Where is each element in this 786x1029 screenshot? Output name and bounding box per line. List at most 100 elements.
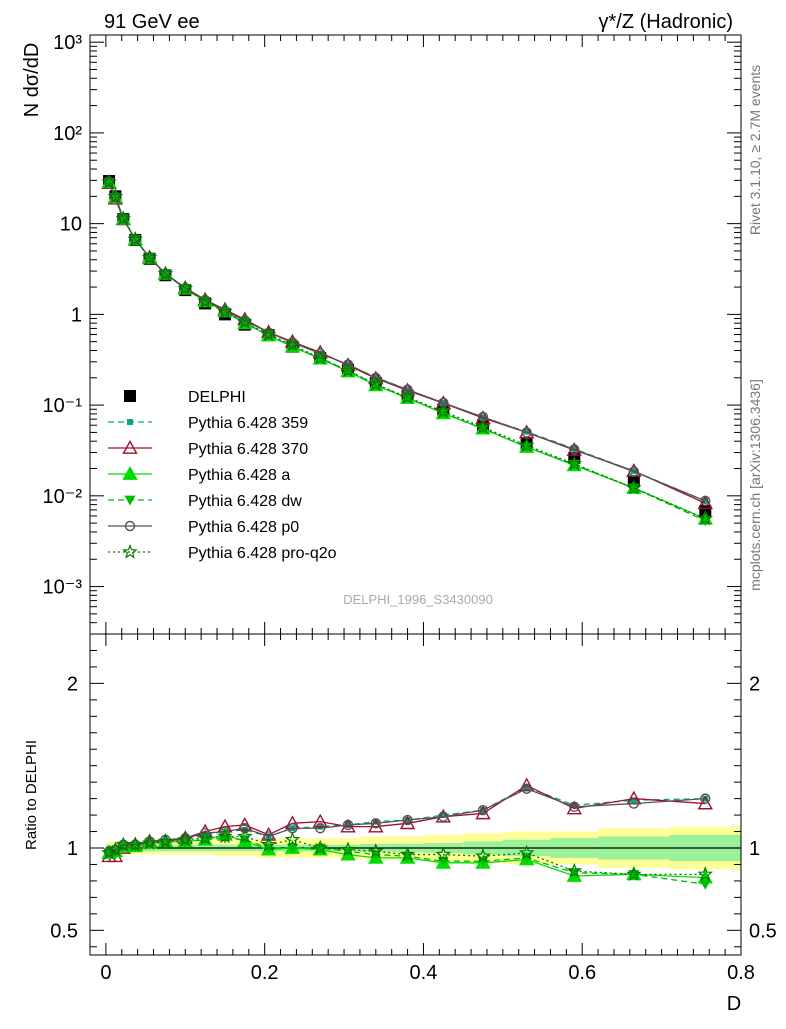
- ratio-point-pp0: [342, 819, 354, 831]
- main-y-axis-label: N dσ/dD: [21, 43, 43, 118]
- ratio-point-pq2o: [115, 836, 132, 852]
- ratio-point-pdw: [699, 879, 711, 890]
- ratio-point-pq2o: [127, 836, 143, 852]
- analysis-watermark: DELPHI_1996_S3430090: [343, 592, 493, 607]
- ratio-point-pp0: [438, 811, 449, 822]
- data-point-pp0: [569, 444, 580, 455]
- ratio-point-pp0: [219, 826, 231, 837]
- data-point-pq2o: [127, 231, 143, 247]
- data-point-pdw: [568, 460, 580, 470]
- data-point-pq2o: [217, 303, 233, 319]
- ratio-point-pp0: [263, 831, 274, 842]
- legend-marker-p359: [127, 419, 133, 425]
- x-tick-label: 0.2: [251, 962, 279, 984]
- ratio-point-pq2o: [260, 836, 277, 852]
- ratio-point-pq2o: [368, 843, 384, 858]
- series-line-pq2o: [108, 181, 706, 520]
- main-y-tick-label: 10³: [53, 32, 82, 54]
- ratio-y-axis-label: Ratio to DELPHI: [23, 740, 40, 850]
- ratio-point-pq2o: [475, 848, 491, 863]
- legend-marker-p370: [122, 440, 138, 454]
- ratio-point-p359: [372, 818, 379, 825]
- ratio-point-pq2o: [518, 844, 535, 860]
- x-tick-label: 0.8: [727, 962, 755, 984]
- ratio-point-pp0: [569, 801, 580, 813]
- legend-label-p370: Pythia 6.428 370: [188, 441, 308, 458]
- data-point-pq2o: [475, 419, 491, 434]
- data-point-pp0: [438, 397, 449, 409]
- ratio-y-tick-label-right: 1: [749, 838, 760, 860]
- main-y-tick-label: 10⁻³: [43, 577, 83, 599]
- data-point-pq2o: [340, 362, 356, 378]
- ratio-point-pq2o: [625, 866, 642, 881]
- data-point-pq2o: [697, 510, 714, 526]
- data-point-pp0: [402, 384, 413, 395]
- ratio-point-pp0: [239, 823, 251, 834]
- ratio-plot-frame: [89, 633, 742, 956]
- data-point-pq2o: [518, 437, 535, 452]
- data-point-pq2o: [197, 293, 213, 309]
- mcplots-label: mcplots.cern.ch [arXiv:1306.3436]: [747, 379, 763, 591]
- legend-label-pa: Pythia 6.428 a: [188, 467, 290, 484]
- ratio-y-tick-label-right: 2: [749, 673, 760, 695]
- x-tick-label: 0: [100, 962, 111, 984]
- ratio-point-pq2o: [435, 846, 452, 862]
- data-point-pp0: [521, 427, 532, 438]
- ratio-point-pdw: [286, 843, 298, 854]
- ratio-point-pq2o: [566, 862, 583, 878]
- ratio-point-pq2o: [197, 829, 213, 845]
- ratio-point-pp0: [477, 804, 489, 816]
- data-point-pdw: [239, 318, 251, 329]
- legend-marker-pa: [122, 466, 138, 480]
- ratio-y-tick-label: 2: [67, 673, 78, 695]
- data-point-pp0: [700, 495, 711, 507]
- ratio-point-p370: [260, 826, 277, 841]
- data-point-pq2o: [260, 326, 277, 342]
- legend-label-delphi: DELPHI: [188, 389, 246, 406]
- axes-layer: 0 0.2 0.4 0.6 0.8 10⁻³ 10⁻² 10⁻¹ 1 10 10² 10³ 0.5 0.5…: [43, 32, 777, 984]
- data-point-pdw: [402, 393, 414, 404]
- data-point-pq2o: [237, 314, 253, 329]
- ratio-point-p359: [630, 797, 637, 804]
- data-point-pp0: [342, 359, 354, 370]
- rivet-version-label: Rivet 3.1.10, ≥ 2.7M events: [747, 65, 763, 235]
- data-point-p370: [566, 442, 582, 456]
- data-point-pq2o: [312, 349, 328, 365]
- ratio-point-pq2o: [141, 834, 158, 850]
- data-point-pq2o: [626, 479, 642, 495]
- main-y-tick-label: 1: [71, 304, 82, 326]
- data-point-pdw: [437, 408, 449, 419]
- data-point-pp0: [370, 372, 382, 383]
- x-axis-label: D: [727, 993, 741, 1015]
- ratio-point-p359: [440, 812, 447, 819]
- legend-marker-delphi: [124, 390, 136, 402]
- ratio-point-pq2o: [157, 833, 174, 849]
- data-point-pq2o: [107, 188, 124, 204]
- data-point-pq2o: [566, 455, 583, 471]
- ratio-line-pp0: [108, 788, 706, 852]
- legend-marker-pdw: [124, 495, 136, 506]
- ratio-point-pp0: [521, 783, 532, 794]
- ratio-point-p370: [697, 795, 713, 810]
- data-point-pq2o: [435, 403, 452, 419]
- legend-marker-pp0: [124, 520, 136, 532]
- ratio-y-tick-label: 0.5: [50, 920, 78, 942]
- ratio-line-pq2o: [108, 835, 706, 875]
- main-y-tick-label: 10: [60, 214, 82, 236]
- ratio-point-p370: [312, 813, 328, 828]
- ratio-point-pq2o: [399, 846, 416, 862]
- ratio-point-pp0: [199, 827, 211, 839]
- ratio-point-pq2o: [237, 828, 253, 844]
- ratio-point-p359: [571, 802, 578, 809]
- data-point-pq2o: [115, 210, 132, 226]
- ratio-point-pq2o: [217, 828, 233, 844]
- ratio-point-p370: [566, 800, 582, 815]
- series-line-pp0: [108, 181, 706, 502]
- ratio-y-tick-label-right: 0.5: [749, 920, 777, 942]
- data-point-pp0: [628, 466, 640, 477]
- x-tick-label: 0.4: [410, 962, 438, 984]
- ratio-point-pq2o: [697, 866, 714, 881]
- data-point-pdw: [370, 380, 382, 391]
- main-y-tick-label: 10⁻¹: [43, 395, 83, 417]
